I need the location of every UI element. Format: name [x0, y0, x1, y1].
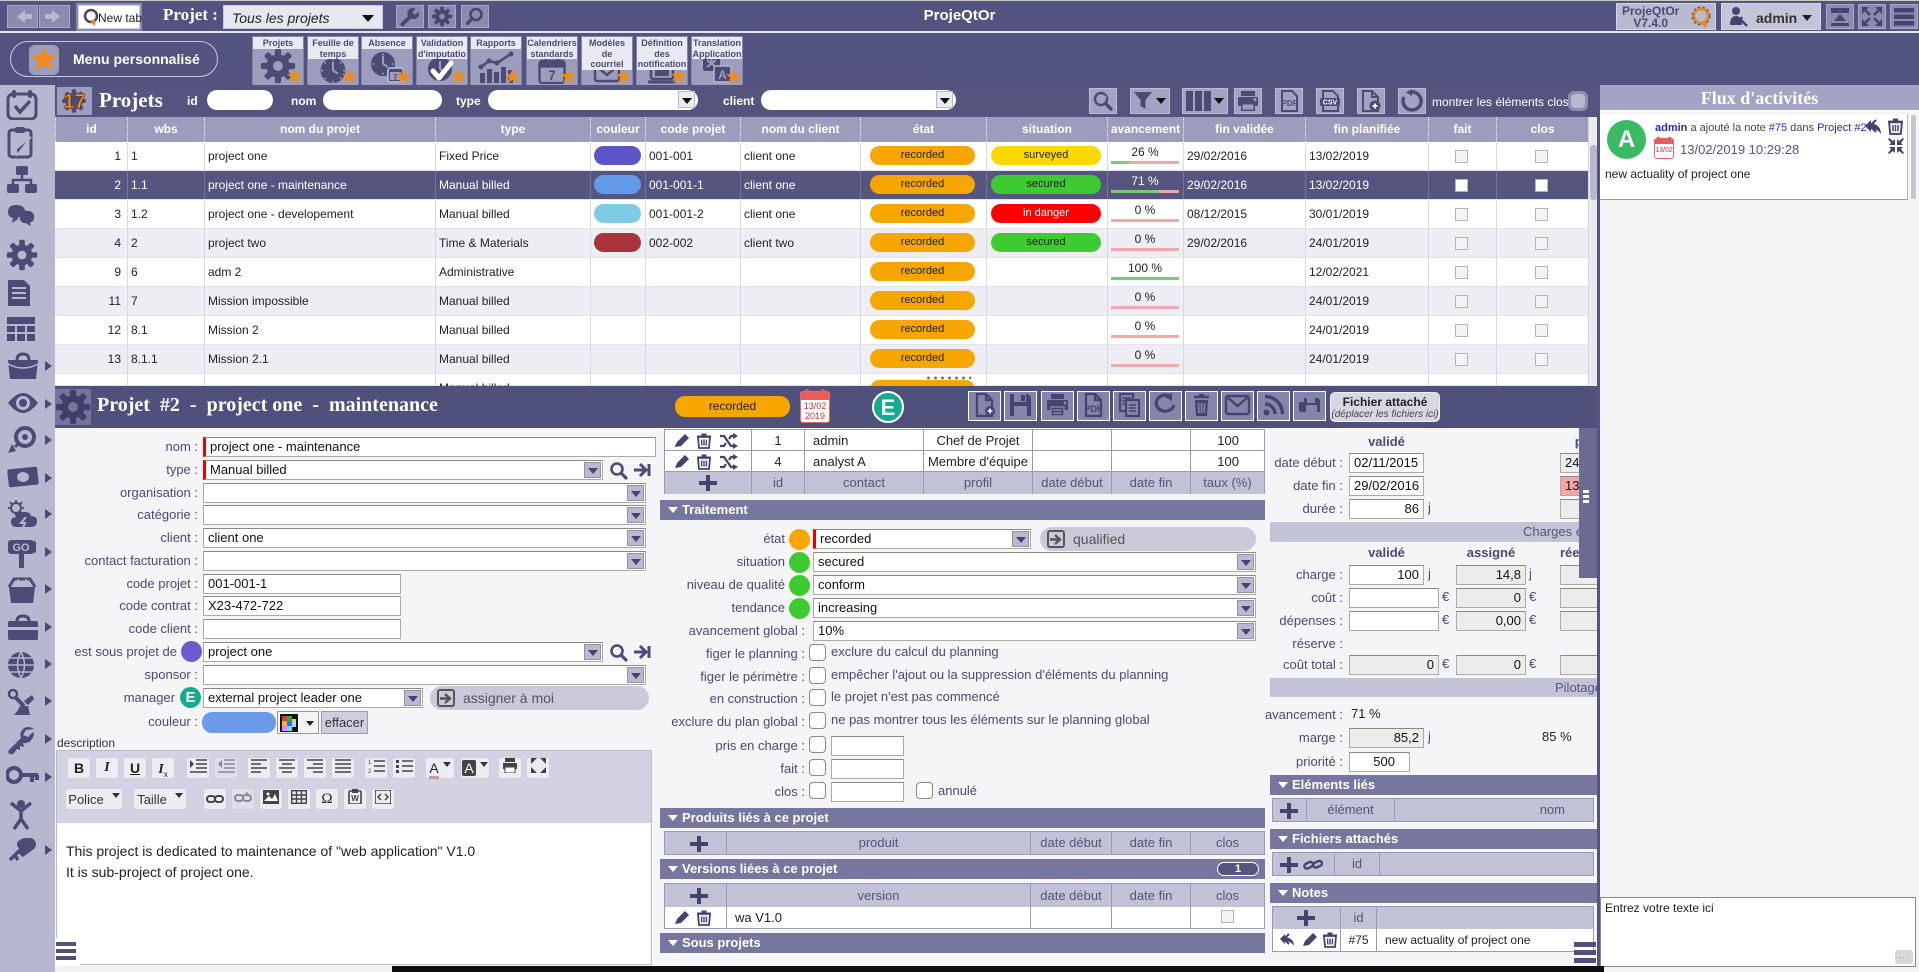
svg-text:PDF: PDF — [1085, 404, 1104, 414]
svg-text:GO: GO — [12, 542, 30, 554]
svg-text:7: 7 — [548, 68, 556, 83]
svg-text:2: 2 — [368, 769, 372, 773]
svg-text:7: 7 — [393, 73, 398, 82]
svg-text:A: A — [718, 68, 727, 82]
svg-text:PDF: PDF — [1282, 99, 1298, 108]
svg-text:CSV: CSV — [1323, 100, 1338, 107]
svg-text:W: W — [351, 794, 359, 803]
svg-text:17: 17 — [63, 91, 85, 113]
svg-text:1: 1 — [368, 760, 372, 766]
